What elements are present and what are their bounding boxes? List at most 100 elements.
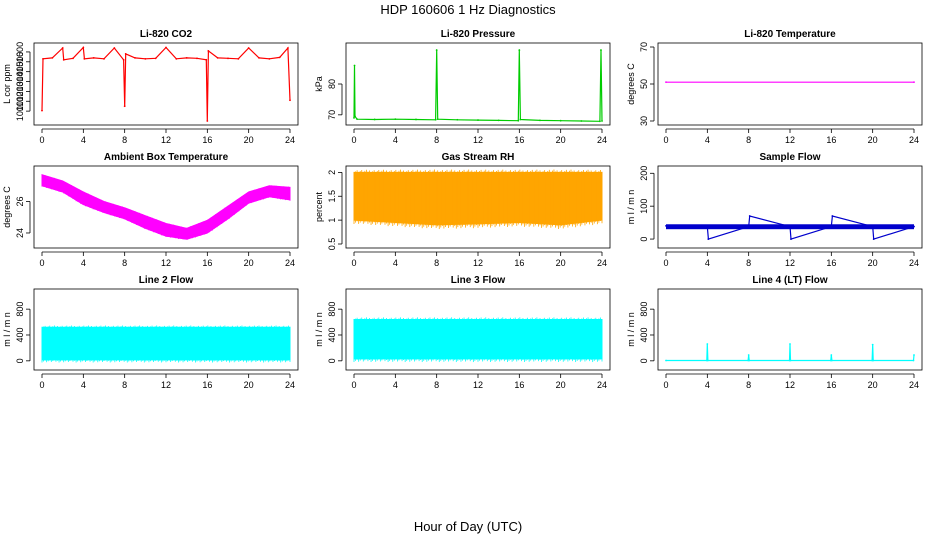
x-tick-label: 20 xyxy=(244,135,254,145)
y-tick-label: 1300 xyxy=(15,72,25,92)
x-tick-label: 20 xyxy=(556,380,566,390)
x-tick-label: 8 xyxy=(122,135,127,145)
figure-title: HDP 160606 1 Hz Diagnostics xyxy=(380,2,556,17)
data-point xyxy=(154,57,157,60)
data-point xyxy=(113,47,116,49)
y-tick-label: 80 xyxy=(327,79,337,89)
panel-title: Sample Flow xyxy=(759,152,820,163)
x-tick-label: 8 xyxy=(434,258,439,268)
y-tick-label: 200 xyxy=(639,166,649,181)
data-point xyxy=(205,58,208,61)
series xyxy=(41,46,291,122)
plot-frame xyxy=(33,42,299,126)
figure-x-axis-label: Hour of Day (UTC) xyxy=(414,519,522,534)
data-point xyxy=(165,46,167,49)
data-point xyxy=(517,119,520,122)
y-tick-label: 70 xyxy=(639,42,649,52)
data-point xyxy=(600,49,602,51)
data-point xyxy=(51,56,54,59)
x-tick-label: 24 xyxy=(285,258,295,268)
series xyxy=(353,317,603,363)
x-tick-label: 4 xyxy=(81,135,86,145)
data-point xyxy=(196,57,198,60)
x-tick-label: 8 xyxy=(746,380,751,390)
data-point xyxy=(353,117,355,119)
panel-6: Sample Flow m l / m n 0 4 8 12 16 20 24 0 100 200 xyxy=(626,152,923,268)
plot-frame xyxy=(657,165,923,249)
data-point xyxy=(747,354,750,356)
x-tick-label: 20 xyxy=(556,135,566,145)
panel-7: Line 2 Flow m l / m n 0 4 8 12 16 20 24 0 400 800 xyxy=(2,275,299,390)
x-tick-label: 8 xyxy=(434,380,439,390)
series xyxy=(41,174,291,240)
data-point xyxy=(175,57,178,60)
x-tick-label: 24 xyxy=(909,135,919,145)
y-tick-label: 400 xyxy=(639,327,649,342)
data-point xyxy=(790,238,792,240)
x-tick-label: 0 xyxy=(663,380,668,390)
data-point xyxy=(258,56,260,59)
y-tick-label: 2 xyxy=(327,170,337,175)
data-point xyxy=(207,50,210,52)
panel-9: Line 4 (LT) Flow m l / m n 0 4 8 12 16 20 24 0 400… xyxy=(626,275,923,390)
data-point xyxy=(42,57,44,60)
data-point xyxy=(61,47,64,49)
data-point xyxy=(41,109,43,112)
panel-3: Li-820 Temperature degrees C 0 4 8 12 16 20 24 30… xyxy=(626,29,923,145)
x-tick-label: 0 xyxy=(39,135,44,145)
x-tick-label: 20 xyxy=(244,380,254,390)
data-point xyxy=(871,343,874,346)
y-tick-label: 24 xyxy=(15,228,25,238)
x-tick-label: 20 xyxy=(868,380,878,390)
x-tick-label: 16 xyxy=(514,258,524,268)
y-tick-label: 0 xyxy=(639,237,649,242)
data-point xyxy=(122,58,125,61)
panel-4: Ambient Box Temperature degrees C 0 4 8 12 16 2… xyxy=(2,152,299,268)
data-point xyxy=(456,118,459,121)
x-tick-label: 4 xyxy=(81,380,86,390)
panel-title: Gas Stream RH xyxy=(442,152,515,163)
panel-title: Li-820 CO2 xyxy=(140,29,193,40)
panel-title: Li-820 Pressure xyxy=(441,29,516,40)
data-point xyxy=(394,118,397,121)
x-tick-label: 12 xyxy=(785,380,795,390)
y-tick-label: 800 xyxy=(639,302,649,317)
x-tick-label: 12 xyxy=(473,135,483,145)
x-tick-label: 12 xyxy=(473,258,483,268)
data-point xyxy=(436,118,439,121)
x-tick-label: 8 xyxy=(746,258,751,268)
panel-8: Line 3 Flow m l / m n 0 4 8 12 16 20 24 0 400 800 xyxy=(314,275,611,390)
plot-frame xyxy=(345,42,611,126)
plot-frame xyxy=(657,42,923,126)
x-tick-label: 16 xyxy=(826,135,836,145)
x-tick-label: 24 xyxy=(285,380,295,390)
data-point xyxy=(539,119,541,122)
data-point xyxy=(278,56,281,59)
data-point xyxy=(435,49,438,51)
data-line xyxy=(353,50,603,122)
y-axis-label: percent xyxy=(314,191,324,222)
panel-5: Gas Stream RH percent 0 4 8 12 16 20 24 0.5 1 1.5 2 xyxy=(314,152,611,268)
x-tick-label: 0 xyxy=(351,135,356,145)
x-tick-label: 12 xyxy=(161,380,171,390)
x-tick-label: 12 xyxy=(473,380,483,390)
x-tick-label: 0 xyxy=(351,380,356,390)
data-point xyxy=(415,118,417,121)
x-tick-label: 12 xyxy=(161,258,171,268)
data-point xyxy=(580,120,583,122)
x-tick-label: 0 xyxy=(39,258,44,268)
x-tick-label: 24 xyxy=(597,135,607,145)
x-tick-label: 16 xyxy=(514,135,524,145)
x-tick-label: 24 xyxy=(909,380,919,390)
series xyxy=(665,215,915,240)
data-point xyxy=(871,225,874,228)
x-tick-label: 24 xyxy=(285,135,295,145)
y-tick-label: 50 xyxy=(639,79,649,89)
y-tick-label: 70 xyxy=(327,110,337,120)
data-point xyxy=(666,225,668,228)
y-tick-label: 1600 xyxy=(15,42,25,62)
x-tick-label: 0 xyxy=(663,135,668,145)
y-tick-label: 0 xyxy=(327,358,337,363)
x-tick-label: 0 xyxy=(351,258,356,268)
